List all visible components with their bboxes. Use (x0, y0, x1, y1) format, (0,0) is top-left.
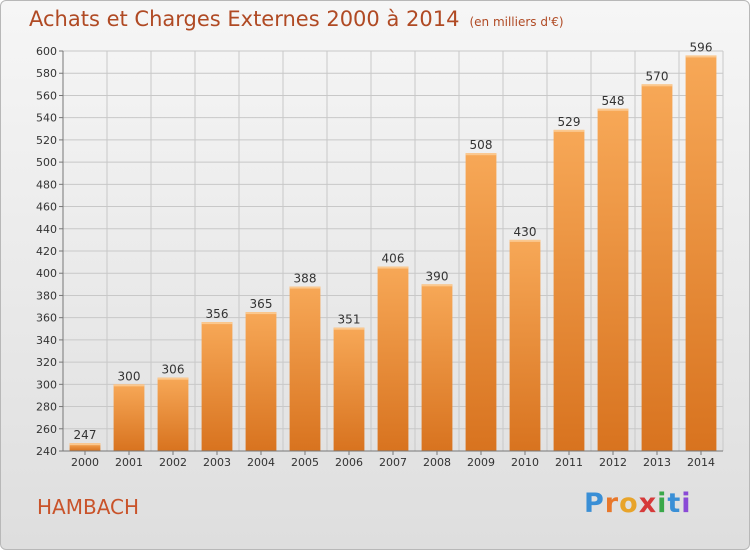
y-tick-label: 420 (36, 245, 57, 258)
value-label: 356 (206, 307, 229, 321)
bar (509, 239, 541, 451)
value-label: 365 (250, 297, 273, 311)
axes: 240 260 280 300 320 340 360 380 400 420 440 460 480 5… (36, 45, 723, 469)
bar (113, 384, 145, 451)
bar-top-highlight (553, 129, 585, 132)
y-tick-label: 280 (36, 401, 57, 414)
x-tick-label: 2005 (291, 456, 319, 469)
value-label: 430 (514, 225, 537, 239)
y-tick-label: 360 (36, 312, 57, 325)
y-tick-label: 500 (36, 156, 57, 169)
y-tick-label: 480 (36, 178, 57, 191)
value-label: 306 (162, 363, 185, 377)
proxiti-logo[interactable]: Proxiti (584, 488, 692, 519)
x-tick-label: 2004 (247, 456, 275, 469)
y-tick-label: 560 (36, 89, 57, 102)
value-label: 548 (602, 94, 625, 108)
x-tick-label: 2000 (71, 456, 99, 469)
y-tick-label: 260 (36, 423, 57, 436)
bar-top-highlight (509, 239, 541, 242)
logo-letter: t (667, 488, 682, 519)
y-tick-label: 240 (36, 445, 57, 458)
bar-top-highlight (421, 284, 453, 287)
bar-top-highlight (245, 312, 277, 315)
logo-letter: x (638, 488, 658, 519)
bar (69, 443, 101, 451)
bar-top-highlight (333, 327, 365, 330)
value-label: 508 (470, 138, 493, 152)
bar (201, 322, 233, 451)
bar (377, 266, 409, 451)
x-tick-label: 2009 (467, 456, 495, 469)
bar (157, 377, 189, 451)
bar-top-highlight (377, 266, 409, 269)
logo-letter: o (619, 488, 639, 519)
bar (289, 286, 321, 451)
value-label: 351 (338, 313, 361, 327)
bar-top-highlight (69, 443, 101, 446)
value-label: 247 (74, 428, 97, 442)
value-labels: 247 300 306 356 365 388 351 406 390 508 430 529 548 5… (74, 40, 713, 442)
x-tick-label: 2003 (203, 456, 231, 469)
x-tick-label: 2001 (115, 456, 143, 469)
bar-top-highlight (289, 286, 321, 289)
value-label: 388 (294, 272, 317, 286)
logo-letter: P (584, 488, 605, 519)
bar-top-highlight (465, 153, 497, 156)
x-tick-label: 2014 (687, 456, 715, 469)
y-tick-label: 580 (36, 67, 57, 80)
bar (685, 55, 717, 451)
y-tick-label: 440 (36, 223, 57, 236)
y-tick-label: 400 (36, 267, 57, 280)
y-tick-label: 540 (36, 112, 57, 125)
value-label: 529 (558, 115, 581, 129)
chart-title-text: Achats et Charges Externes 2000 à 2014 (29, 7, 460, 31)
x-tick-label: 2007 (379, 456, 407, 469)
bar-top-highlight (157, 377, 189, 380)
y-tick-label: 300 (36, 378, 57, 391)
bar-top-highlight (201, 322, 233, 325)
bar (597, 108, 629, 452)
bar-top-highlight (113, 384, 145, 387)
bar-top-highlight (597, 108, 629, 111)
bar (245, 312, 277, 451)
value-label: 390 (426, 269, 449, 283)
logo-letter: r (604, 488, 620, 519)
value-label: 300 (118, 369, 141, 383)
value-label: 406 (382, 252, 405, 266)
bar-top-highlight (641, 84, 673, 87)
y-tick-label: 380 (36, 289, 57, 302)
y-tick-label: 600 (36, 45, 57, 58)
x-tick-label: 2010 (511, 456, 539, 469)
bars (69, 55, 717, 452)
x-tick-label: 2013 (643, 456, 671, 469)
x-tick-label: 2002 (159, 456, 187, 469)
y-tick-label: 320 (36, 356, 57, 369)
y-tick-label: 520 (36, 134, 57, 147)
bar-top-highlight (685, 55, 717, 58)
bar (333, 327, 365, 451)
y-tick-label: 340 (36, 334, 57, 347)
logo-letter: i (657, 488, 668, 519)
x-tick-label: 2012 (599, 456, 627, 469)
x-tick-label: 2011 (555, 456, 583, 469)
bar (641, 84, 673, 451)
value-label: 570 (646, 69, 669, 83)
y-tick-label: 460 (36, 201, 57, 214)
value-label: 596 (690, 40, 713, 54)
commune-name: HAMBACH (37, 495, 140, 519)
x-tick-label: 2006 (335, 456, 363, 469)
logo-letter: i (681, 488, 692, 519)
chart-subtitle: (en milliers d'€) (469, 15, 564, 29)
bar (553, 129, 585, 451)
bar (421, 284, 453, 451)
x-tick-label: 2008 (423, 456, 451, 469)
chart-title: Achats et Charges Externes 2000 à 2014 (e… (29, 7, 564, 31)
bar (465, 153, 497, 451)
